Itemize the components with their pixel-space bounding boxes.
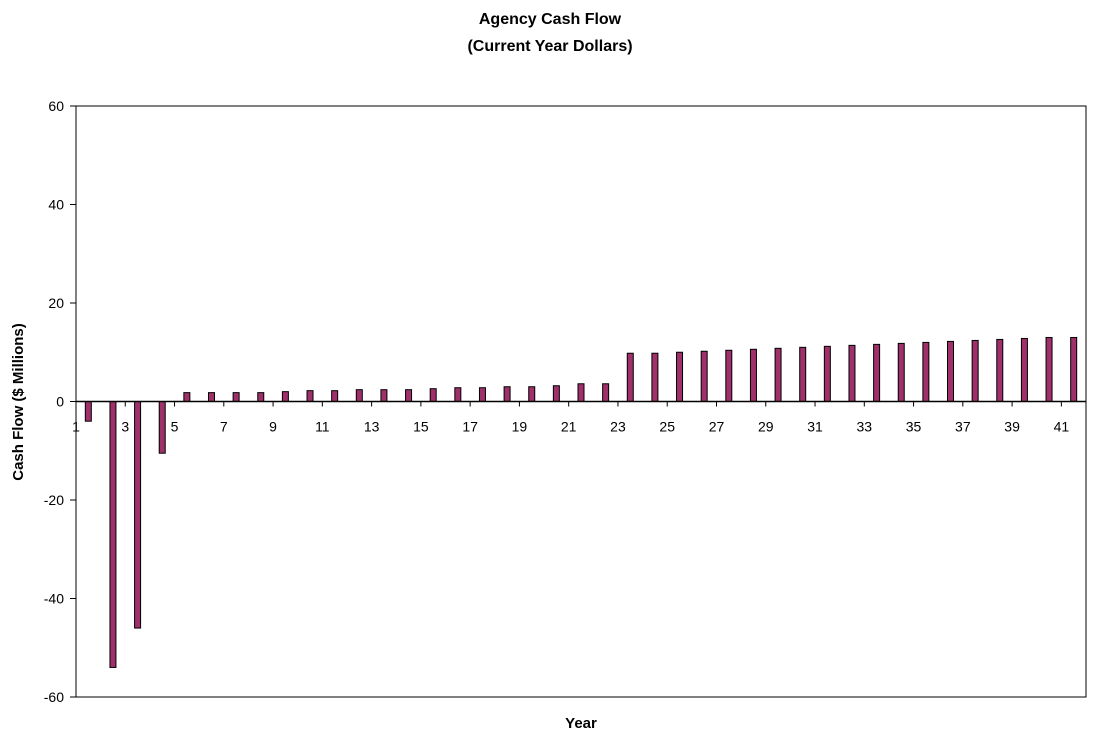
bar-year-15 [429, 388, 437, 403]
bar-year-19 [528, 386, 536, 403]
x-tick-label: 17 [462, 419, 478, 435]
x-tick-label: 23 [610, 419, 626, 435]
x-tick-label: 21 [561, 419, 577, 435]
bar-year-24 [651, 352, 659, 402]
y-axis-title: Cash Flow ($ Millions) [10, 323, 27, 481]
x-tick-label: 1 [72, 419, 80, 435]
bar-year-11 [331, 390, 339, 403]
y-tick-label: 40 [48, 197, 64, 213]
x-tick-label: 41 [1054, 419, 1070, 435]
bar-year-17 [478, 387, 486, 402]
chart-title-line2: (Current Year Dollars) [467, 38, 632, 55]
x-tick-label: 37 [955, 419, 971, 435]
bar-year-34 [897, 342, 905, 403]
x-tick-label: 35 [906, 419, 922, 435]
bar-year-23 [626, 352, 634, 402]
bar-year-36 [947, 340, 955, 403]
bar-year-16 [454, 387, 462, 402]
chart-title-line1: Agency Cash Flow [479, 11, 622, 28]
bar-year-1 [84, 401, 92, 422]
bar-year-14 [405, 389, 413, 402]
x-tick-label: 19 [512, 419, 528, 435]
y-tick-label: -60 [44, 689, 64, 705]
bar-year-40 [1045, 336, 1053, 403]
x-tick-label: 25 [659, 419, 675, 435]
x-tick-label: 29 [758, 419, 774, 435]
bar-year-33 [873, 343, 881, 402]
bar-year-39 [1020, 337, 1028, 402]
bar-year-32 [848, 344, 856, 403]
x-tick-label: 9 [269, 419, 277, 435]
bar-year-3 [134, 401, 142, 629]
x-tick-label: 33 [857, 419, 873, 435]
bar-year-27 [725, 349, 733, 402]
y-tick-label: 20 [48, 295, 64, 311]
bar-year-12 [355, 389, 363, 402]
bar-year-8 [257, 392, 265, 403]
y-tick-label: -20 [44, 492, 64, 508]
bar-year-2 [109, 401, 117, 668]
bar-year-20 [552, 385, 560, 402]
bar-year-6 [207, 392, 215, 403]
bar-year-37 [971, 339, 979, 402]
bar-year-22 [602, 383, 610, 402]
x-tick-label: 31 [807, 419, 823, 435]
y-axis: 60 40 20 0 -20 -40 -60 [44, 98, 76, 705]
bar-year-5 [183, 392, 191, 403]
x-tick-label: 39 [1004, 419, 1020, 435]
bar-year-29 [774, 347, 782, 402]
bar-year-26 [700, 350, 708, 403]
x-tick-label: 3 [121, 419, 129, 435]
bar-year-10 [306, 390, 314, 403]
bar-year-30 [799, 346, 807, 403]
bar-year-7 [232, 392, 240, 403]
bar-year-9 [281, 391, 289, 402]
bar-year-13 [380, 389, 388, 402]
bar-year-4 [158, 401, 166, 454]
bar-year-25 [676, 351, 684, 402]
x-tick-label: 15 [413, 419, 429, 435]
x-tick-label: 27 [709, 419, 725, 435]
bar-year-21 [577, 383, 585, 402]
y-tick-label: -40 [44, 591, 64, 607]
x-axis: 1 3 5 7 9 11 13 15 17 19 21 23 25 27 29 31 33 35 37 39 41 [72, 401, 1070, 435]
bar-year-38 [996, 338, 1004, 403]
x-axis-title: Year [565, 715, 597, 732]
x-tick-label: 13 [364, 419, 380, 435]
bar-year-undefined [1070, 336, 1078, 403]
bar-year-31 [823, 345, 831, 402]
bar-year-28 [749, 348, 757, 403]
x-tick-label: 5 [171, 419, 179, 435]
x-tick-label: 7 [220, 419, 228, 435]
x-tick-label: 11 [315, 419, 330, 435]
y-tick-label: 60 [48, 98, 64, 114]
bar-year-35 [922, 341, 930, 402]
bar-year-18 [503, 386, 511, 403]
y-tick-label: 0 [56, 394, 64, 410]
